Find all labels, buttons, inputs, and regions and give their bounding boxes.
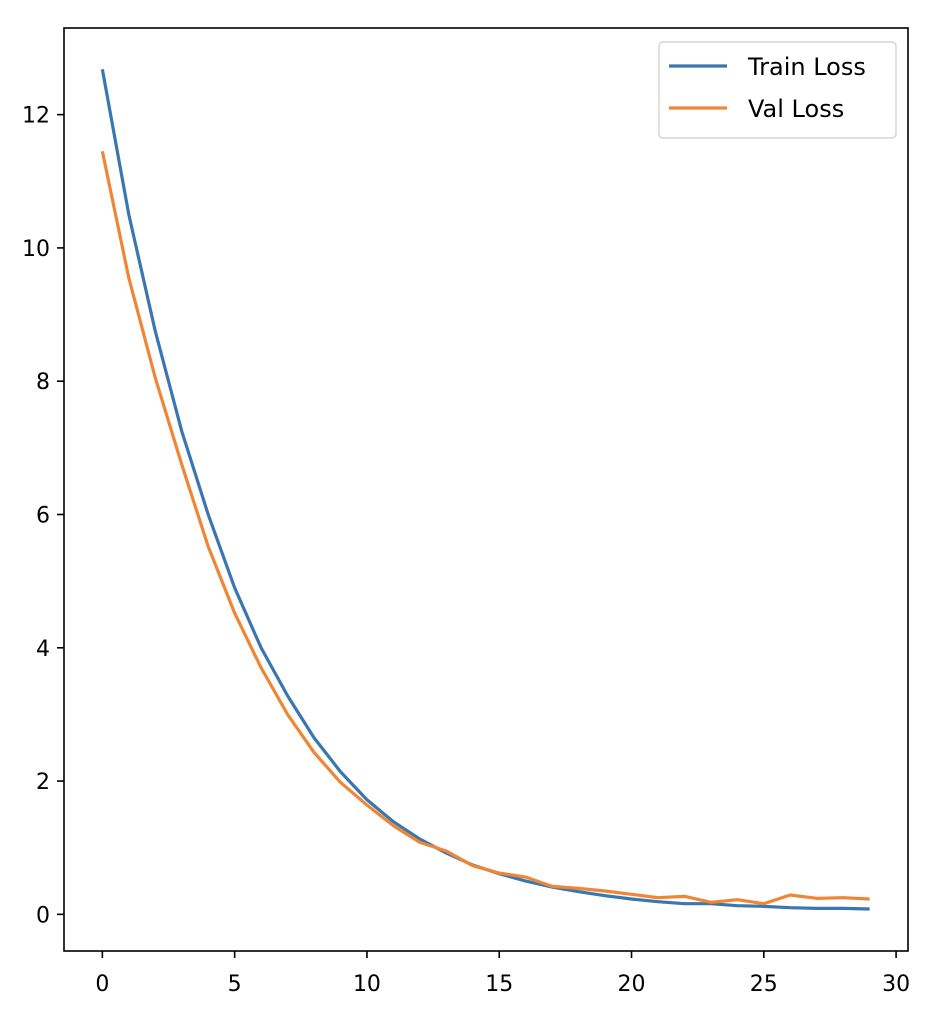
y-tick-label: 0 [36, 903, 50, 928]
y-tick-label: 2 [36, 770, 50, 795]
series-layer [100, 69, 870, 911]
x-tick-label: 10 [353, 972, 381, 997]
y-axis: 0 2 4 6 8 10 12 [22, 104, 64, 928]
y-tick-label: 12 [22, 104, 50, 129]
series-line-val-loss [100, 150, 870, 906]
x-tick-label: 25 [750, 972, 778, 997]
x-tick-label: 5 [228, 972, 242, 997]
y-tick-label: 4 [36, 637, 50, 662]
x-tick-label: 30 [882, 972, 910, 997]
x-axis: 0 5 10 15 20 25 30 [95, 951, 910, 997]
x-tick-label: 0 [95, 972, 109, 997]
legend-label: Train Loss [747, 53, 866, 81]
y-tick-label: 10 [22, 237, 50, 262]
y-tick-label: 6 [36, 503, 50, 528]
legend-label: Val Loss [748, 95, 844, 123]
plot-area-frame [63, 27, 909, 952]
y-tick-label: 8 [36, 370, 50, 395]
legend: Train Loss Val Loss [658, 41, 897, 139]
x-tick-label: 15 [485, 972, 513, 997]
x-tick-label: 20 [618, 972, 646, 997]
